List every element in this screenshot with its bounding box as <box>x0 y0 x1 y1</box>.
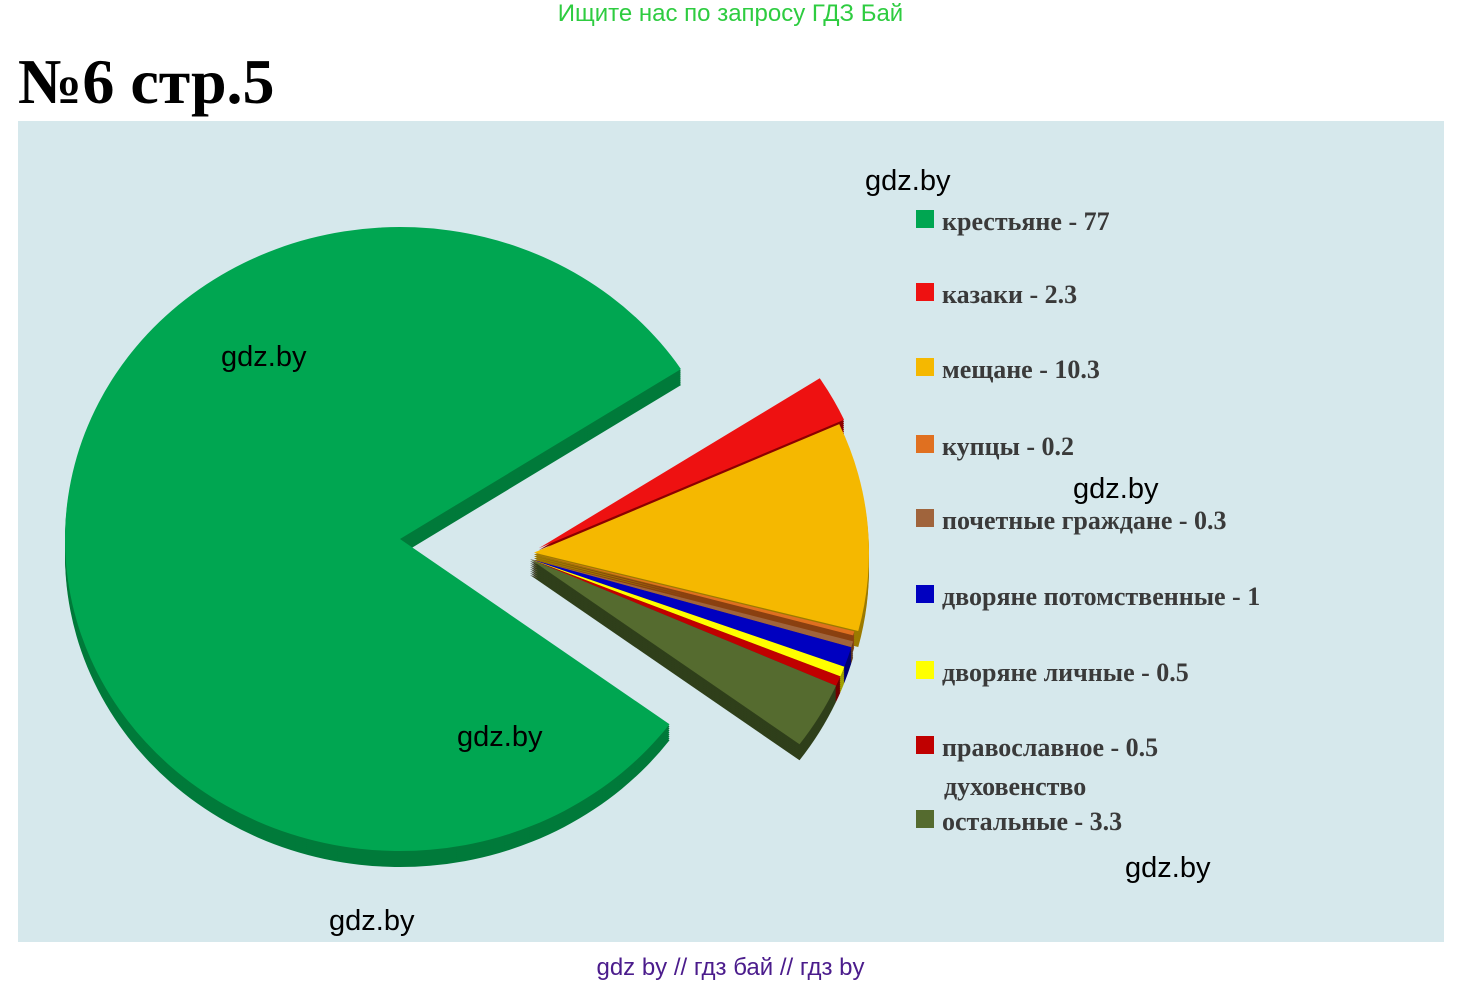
legend-label: православное - 0.5 <box>942 733 1159 762</box>
legend-label: купцы - 0.2 <box>942 432 1075 461</box>
pie-slice-остальные <box>530 559 837 745</box>
pie-slice-почетные-граждане <box>530 559 854 648</box>
watermark: gdz.by <box>1073 473 1159 505</box>
legend-item: крестьяне - 77 <box>916 207 1110 237</box>
watermark: gdz.by <box>865 165 951 197</box>
pie-slice-side <box>530 557 855 640</box>
legend-label: почетные граждане - 0.3 <box>942 506 1227 535</box>
legend-label: казаки - 2.3 <box>942 280 1078 309</box>
pie-slice-дворяне-потомственные <box>530 559 852 667</box>
pie-slice-мещане <box>533 424 869 632</box>
watermark: gdz.by <box>1125 852 1211 884</box>
pie-slice-side <box>530 559 855 642</box>
legend-item: дворяне потомственные - 1 <box>916 582 1260 612</box>
legend-swatch <box>916 736 934 754</box>
watermark: gdz.by <box>329 905 415 937</box>
legend-item: купцы - 0.2 <box>916 432 1074 462</box>
pie-slice-купцы <box>530 553 855 636</box>
legend-item: остальные - 3.3 <box>916 807 1122 837</box>
page-title: №6 стр.5 <box>18 46 275 117</box>
legend-label-line2: духовенство <box>944 772 1087 801</box>
pie-slice-православное-духовенство <box>530 559 841 686</box>
legend-label: мещане - 10.3 <box>942 355 1100 384</box>
watermark: gdz.by <box>457 721 543 753</box>
legend-item: мещане - 10.3 <box>916 355 1100 385</box>
legend-swatch <box>916 509 934 527</box>
legend-item: православное - 0.5 <box>916 733 1158 763</box>
legend-swatch <box>916 661 934 679</box>
pie-slice-дворяне-личные <box>530 559 845 677</box>
pie-svg <box>65 227 869 868</box>
legend-item: почетные граждане - 0.3 <box>916 506 1227 536</box>
legend-item: казаки - 2.3 <box>916 280 1077 310</box>
legend-label: крестьяне - 77 <box>942 207 1110 236</box>
legend-swatch <box>916 358 934 376</box>
pie-slice-казаки <box>538 378 845 549</box>
pie-slice-side <box>530 555 855 638</box>
legend-swatch <box>916 810 934 828</box>
legend-swatch <box>916 435 934 453</box>
watermark: gdz.by <box>221 341 307 373</box>
footer-links: gdz by // гдз бай // гдз by <box>596 954 865 981</box>
pie-chart: крестьяне - 77 казаки - 2.3 мещане - 10.… <box>18 121 1444 942</box>
pie-slice-крестьяне <box>65 227 681 852</box>
legend-label: дворяне личные - 0.5 <box>942 658 1189 687</box>
legend-label: остальные - 3.3 <box>942 807 1123 836</box>
search-banner: Ищите нас по запросу ГДЗ Бай <box>557 0 904 27</box>
legend-swatch <box>916 210 934 228</box>
legend-swatch <box>916 585 934 603</box>
legend-item: дворяне личные - 0.5 <box>916 658 1189 688</box>
legend-label: дворяне потомственные - 1 <box>942 582 1261 611</box>
legend-swatch <box>916 283 934 301</box>
